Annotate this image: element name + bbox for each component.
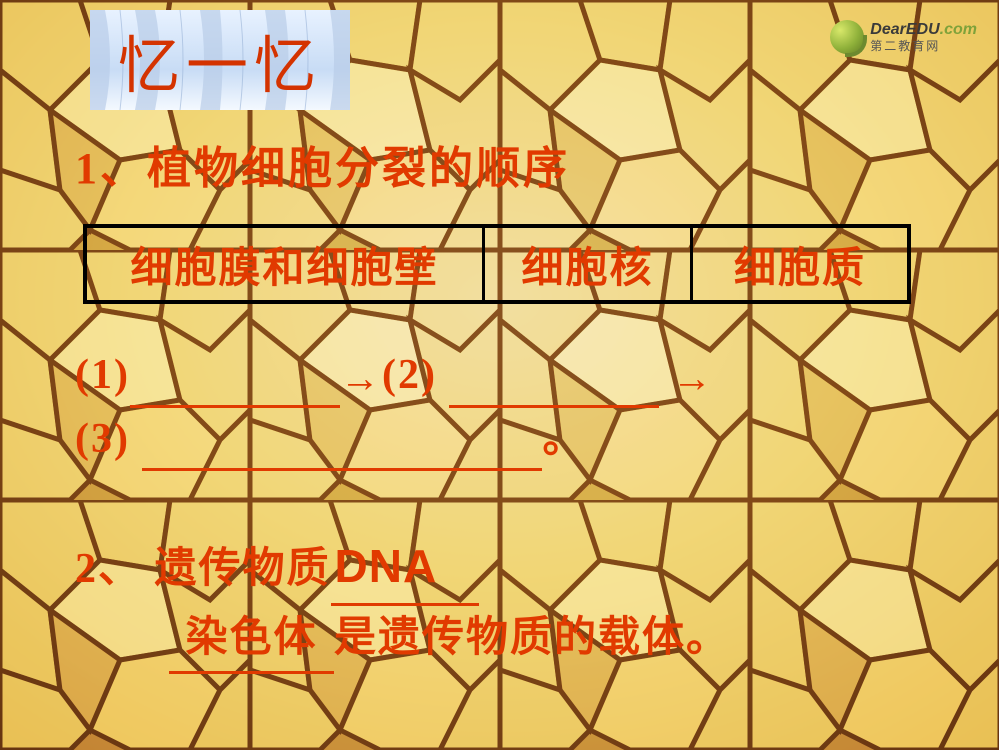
arrow-icon: → [340,355,382,400]
slide-title: 忆一忆 [118,15,322,105]
blank-2 [449,399,659,408]
q2-suffix: 是遗传物质的载体。 [334,615,730,661]
table-cell: 细胞膜和细胞壁 [87,228,485,300]
logo-text-main: DearEDU.com [870,22,977,38]
q2-prefix: 2、 遗传物质 [75,546,331,592]
question-2: 2、 遗传物质DNA 染色体 是遗传物质的载体。 [75,531,939,673]
arrow-icon: → [672,355,714,400]
blank-3 [142,462,542,471]
logo-icon [830,20,864,54]
terminator: 。 [542,416,586,462]
title-banner: 忆一忆 [90,10,350,110]
logo-text-sub: 第二教育网 [870,40,977,52]
step-label: (2) [382,352,437,398]
step-label: (1) [75,352,130,398]
table-cell: 细胞核 [485,228,693,300]
answer-chromosome: 染色体 [169,606,334,674]
sequence-blanks: (1)→(2) → (3) 。 [75,344,939,471]
options-table: 细胞膜和细胞壁 细胞核 细胞质 [83,224,911,304]
step-label: (3) [75,416,130,462]
table-cell: 细胞质 [693,228,907,300]
answer-dna: DNA [331,531,479,605]
blank-1 [130,399,340,408]
question-1-heading: 1、植物细胞分裂的顺序 [75,132,939,196]
logo: DearEDU.com 第二教育网 [830,20,977,54]
